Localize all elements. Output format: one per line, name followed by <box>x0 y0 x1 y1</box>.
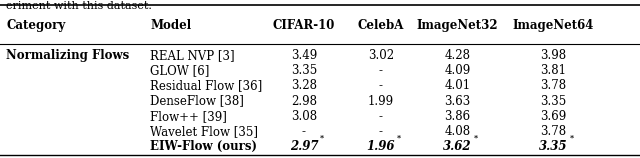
Text: CelebA: CelebA <box>358 19 404 32</box>
Text: Residual Flow [36]: Residual Flow [36] <box>150 79 262 92</box>
Text: *: * <box>570 134 573 142</box>
Text: *: * <box>474 134 477 142</box>
Text: 3.98: 3.98 <box>541 49 566 62</box>
Text: ImageNet64: ImageNet64 <box>513 19 595 32</box>
Text: Normalizing Flows: Normalizing Flows <box>6 49 130 62</box>
Text: *: * <box>320 134 324 142</box>
Text: 3.35: 3.35 <box>540 140 568 153</box>
Text: EIW-Flow (ours): EIW-Flow (ours) <box>150 140 257 153</box>
Text: 3.86: 3.86 <box>445 110 470 123</box>
Text: 3.28: 3.28 <box>291 79 317 92</box>
Text: -: - <box>379 79 383 92</box>
Text: GLOW [6]: GLOW [6] <box>150 64 210 77</box>
Text: 3.81: 3.81 <box>541 64 566 77</box>
Text: 3.78: 3.78 <box>541 79 566 92</box>
Text: 3.08: 3.08 <box>291 110 317 123</box>
Text: 2.97: 2.97 <box>290 140 318 153</box>
Text: 4.08: 4.08 <box>445 125 470 138</box>
Text: *: * <box>397 134 401 142</box>
Text: Category: Category <box>6 19 66 32</box>
Text: 3.63: 3.63 <box>444 94 471 108</box>
Text: 4.28: 4.28 <box>445 49 470 62</box>
Text: DenseFlow [38]: DenseFlow [38] <box>150 94 244 108</box>
Text: 4.09: 4.09 <box>444 64 471 77</box>
Text: -: - <box>302 125 306 138</box>
Text: Model: Model <box>150 19 191 32</box>
Text: 3.62: 3.62 <box>444 140 472 153</box>
Text: 1.99: 1.99 <box>368 94 394 108</box>
Text: 1.96: 1.96 <box>367 140 395 153</box>
Text: eriment with this dataset.: eriment with this dataset. <box>6 1 152 11</box>
Text: -: - <box>379 64 383 77</box>
Text: -: - <box>379 110 383 123</box>
Text: 3.78: 3.78 <box>541 125 566 138</box>
Text: 3.35: 3.35 <box>291 64 317 77</box>
Text: 3.69: 3.69 <box>540 110 567 123</box>
Text: CIFAR-10: CIFAR-10 <box>273 19 335 32</box>
Text: 3.49: 3.49 <box>291 49 317 62</box>
Text: REAL NVP [3]: REAL NVP [3] <box>150 49 235 62</box>
Text: 3.35: 3.35 <box>540 94 567 108</box>
Text: ImageNet32: ImageNet32 <box>417 19 499 32</box>
Text: Wavelet Flow [35]: Wavelet Flow [35] <box>150 125 259 138</box>
Text: -: - <box>379 125 383 138</box>
Text: 4.01: 4.01 <box>445 79 470 92</box>
Text: 2.98: 2.98 <box>291 94 317 108</box>
Text: Flow++ [39]: Flow++ [39] <box>150 110 227 123</box>
Text: 3.02: 3.02 <box>368 49 394 62</box>
